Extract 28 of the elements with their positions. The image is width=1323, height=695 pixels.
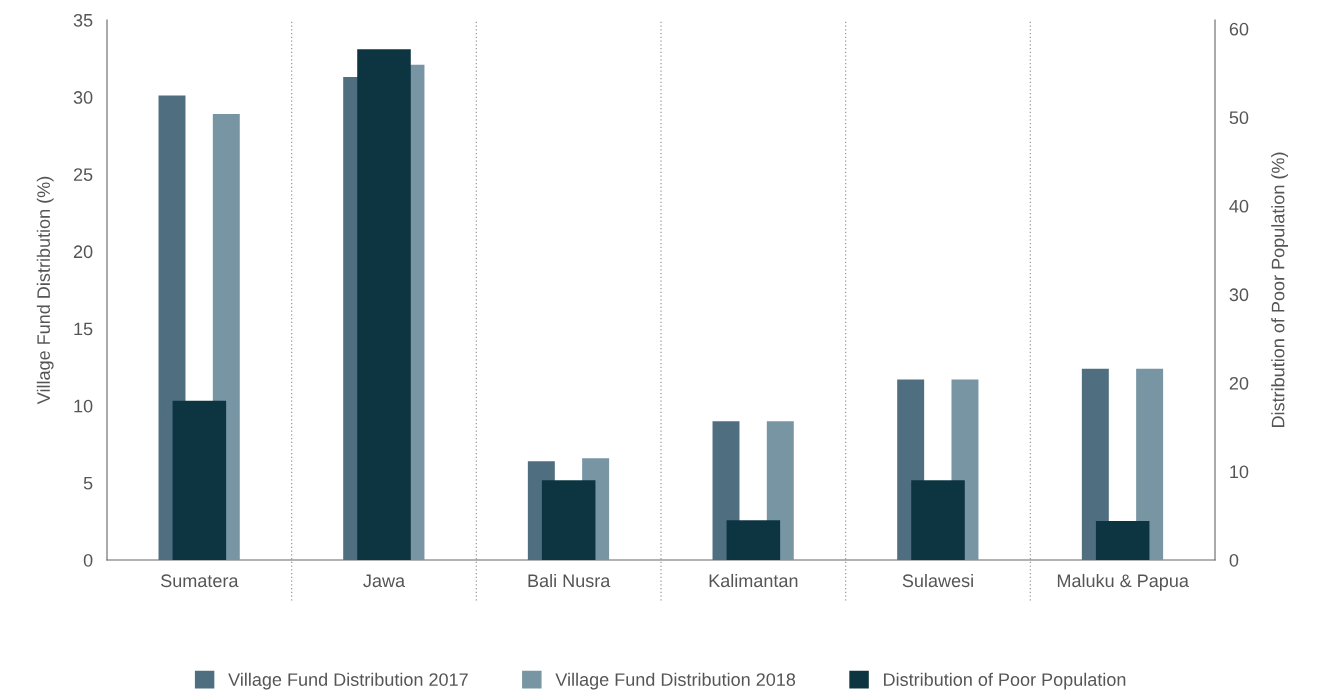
y-tick-label: 35: [73, 13, 93, 27]
y2-tick-label: 50: [1229, 111, 1249, 125]
y2-tick-label: 20: [1229, 376, 1249, 390]
y-tick-label: 30: [73, 91, 93, 104]
bar: [726, 520, 781, 560]
y-tick-label: 5: [83, 476, 93, 490]
y-axis-title: Village Fund Distribution (%): [36, 176, 54, 405]
y-tick-label: 20: [73, 245, 93, 259]
y-tick-label: 0: [83, 553, 93, 567]
y2-tick-label: 30: [1229, 288, 1249, 302]
legend-label: Village Fund Distribution 2018: [555, 672, 796, 690]
y2-tick-label: 60: [1229, 22, 1249, 36]
y2-axis-title: Distribution of Poor Population (%): [1271, 152, 1289, 428]
legend-label: Distribution of Poor Population: [884, 672, 1126, 690]
y2-tick-label: 40: [1229, 199, 1249, 213]
x-tick-label: Maluku & Papua: [1057, 573, 1189, 591]
x-tick-label: Jawa: [363, 574, 406, 588]
y2-tick-label: 0: [1229, 553, 1239, 567]
y-tick-label: 15: [74, 322, 93, 336]
bar: [1095, 521, 1150, 560]
x-tick-label: Bali Nusra: [528, 573, 611, 588]
x-tick-label: Kalimantan: [709, 573, 798, 588]
y-tick-label: 25: [73, 168, 93, 182]
y2-tick-label: 10: [1230, 465, 1249, 479]
y-tick-label: 10: [74, 399, 93, 413]
legend-label: Village Fund Distribution 2017: [228, 672, 468, 690]
x-tick-label: Sulawesi: [902, 573, 973, 588]
x-tick-label: Sumatera: [161, 574, 239, 588]
